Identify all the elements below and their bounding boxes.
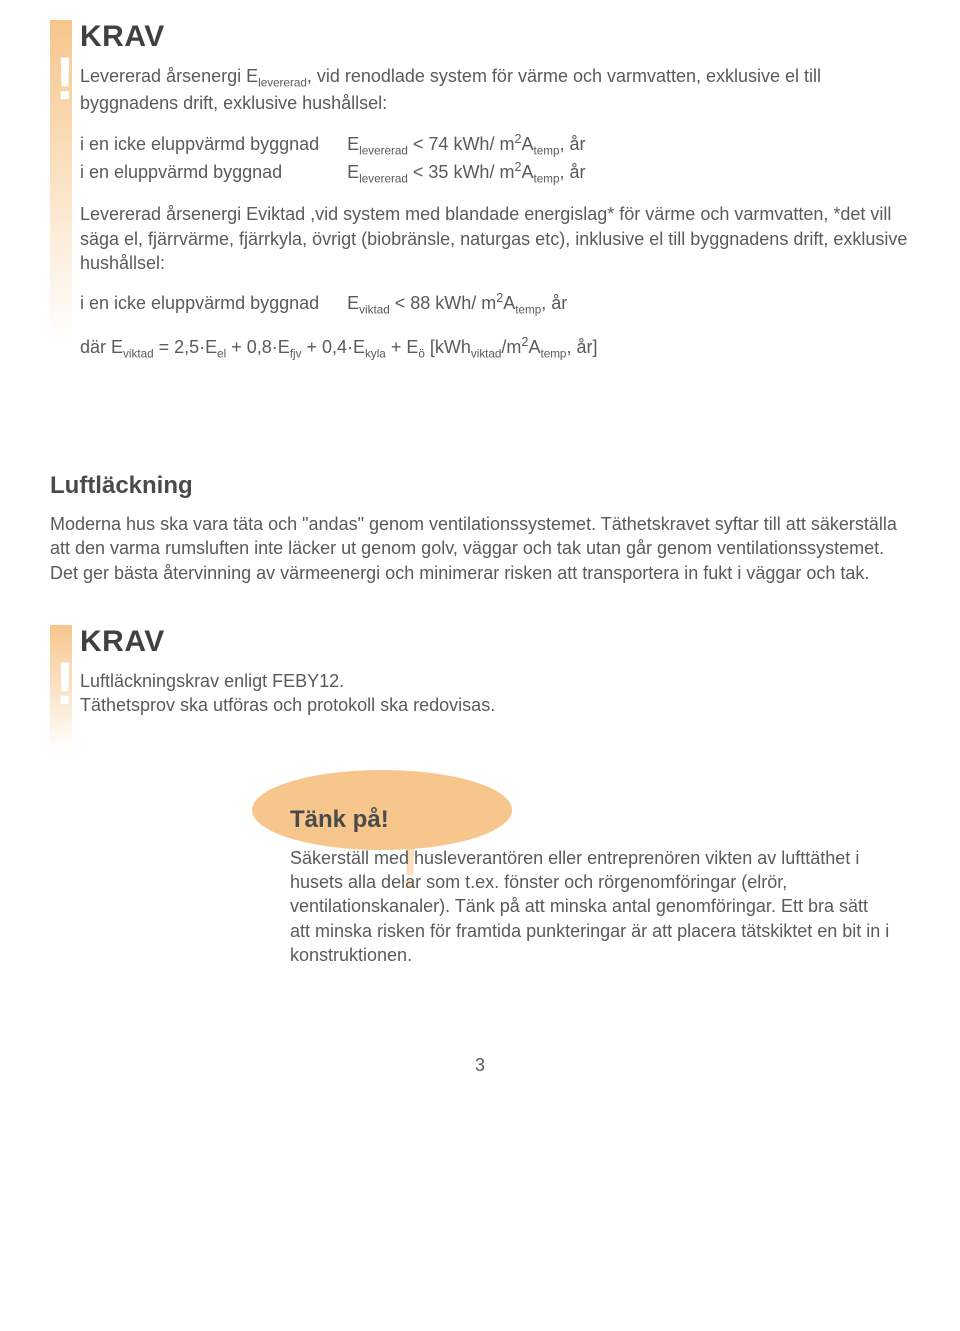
- exclamation-icon: !: [55, 55, 75, 103]
- page-number: 3: [50, 1055, 910, 1076]
- callout-body: Säkerställ med husleverantören eller ent…: [290, 846, 890, 967]
- row-value: Eviktad < 88 kWh/ m2Atemp, år: [347, 290, 567, 318]
- row-label: i en eluppvärmd byggnad: [80, 159, 347, 187]
- callout-title: Tänk på!: [290, 806, 890, 834]
- krav2-line1: Luftläckningskrav enligt FEBY12.: [80, 669, 910, 693]
- krav1-formula: där Eviktad = 2,5·Eel + 0,8·Efjv + 0,4·E…: [80, 334, 910, 362]
- krav-body: Levererad årsenergi Elevererad, vid reno…: [80, 64, 910, 362]
- row-label: i en icke eluppvärmd byggnad: [80, 131, 347, 159]
- krav1-mid: Levererad årsenergi Eviktad ,vid system …: [80, 202, 910, 275]
- row-value: Elevererad < 74 kWh/ m2Atemp, år: [347, 131, 585, 159]
- krav-title: KRAV: [80, 20, 910, 54]
- table-row: i en icke eluppvärmd byggnad Elevererad …: [80, 131, 585, 159]
- section-body: Moderna hus ska vara täta och "andas" ge…: [50, 512, 910, 585]
- krav1-table2: i en icke eluppvärmd byggnad Eviktad < 8…: [80, 290, 567, 318]
- callout: ! Tänk på! Säkerställ med husleverantöre…: [280, 788, 910, 985]
- krav-block-2: ! KRAV Luftläckningskrav enligt FEBY12. …: [50, 625, 910, 758]
- row-label: i en icke eluppvärmd byggnad: [80, 290, 347, 318]
- section-heading: Luftläckning: [50, 472, 910, 500]
- krav-title: KRAV: [80, 625, 910, 659]
- krav2-line2: Täthetsprov ska utföras och protokoll sk…: [80, 693, 910, 717]
- krav-body: Luftläckningskrav enligt FEBY12. Täthets…: [80, 669, 910, 758]
- krav1-intro: Levererad årsenergi Elevererad, vid reno…: [80, 64, 910, 116]
- table-row: i en eluppvärmd byggnad Elevererad < 35 …: [80, 159, 585, 187]
- exclamation-icon: !: [55, 660, 75, 708]
- page: ! KRAV Levererad årsenergi Elevererad, v…: [0, 0, 960, 1116]
- row-value: Elevererad < 35 kWh/ m2Atemp, år: [347, 159, 585, 187]
- krav-block-1: ! KRAV Levererad årsenergi Elevererad, v…: [50, 20, 910, 362]
- table-row: i en icke eluppvärmd byggnad Eviktad < 8…: [80, 290, 567, 318]
- krav1-table1: i en icke eluppvärmd byggnad Elevererad …: [80, 131, 585, 188]
